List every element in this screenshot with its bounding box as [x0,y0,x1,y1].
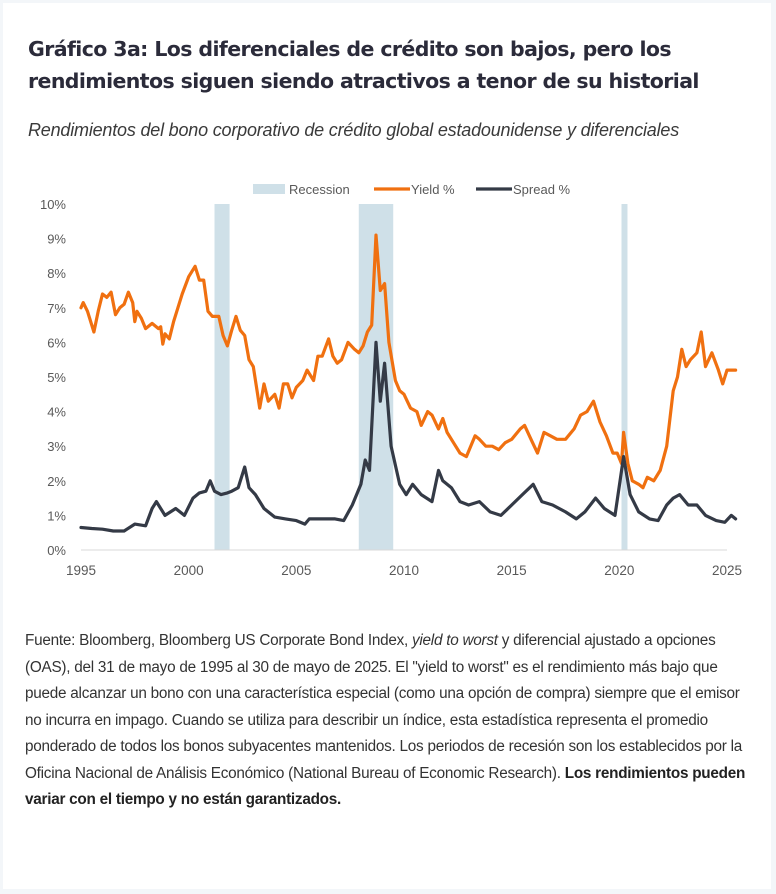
y-tick-label: 8% [47,266,66,281]
x-tick-label: 2020 [604,563,634,578]
x-tick-label: 2010 [389,563,419,578]
yield-line [79,233,738,490]
x-tick-label: 2005 [281,563,311,578]
footnote-italic: yield to worst [412,632,498,649]
legend-label-recession: Recession [289,182,350,197]
y-tick-label: 4% [47,405,66,420]
legend: Recession Yield % Spread % [253,182,571,197]
y-tick-label: 7% [47,301,66,316]
legend-label-yield: Yield % [411,182,455,197]
x-axis-ticks: 1995 2000 2005 2010 2015 2020 2025 [66,563,742,578]
legend-swatch-recession [253,184,285,194]
chart-title: Gráfico 3a: Los diferenciales de crédito… [28,37,699,93]
legend-label-spread: Spread % [513,182,571,197]
y-tick-label: 1% [47,508,66,523]
footnote-text-2: y diferencial ajustado a opciones (OAS),… [25,632,742,782]
x-tick-label: 2025 [712,563,742,578]
y-tick-label: 5% [47,370,66,385]
x-tick-label: 2000 [174,563,204,578]
y-tick-label: 3% [47,439,66,454]
footnote-text-1: Fuente: Bloomberg, Bloomberg US Corporat… [25,632,412,649]
x-tick-label: 2015 [497,563,527,578]
chart-area: 0% 1% 2% 3% 4% 5% 6% 7% 8% 9% 10% 1995 2000 2005 2010… [0,170,776,590]
y-axis-ticks: 0% 1% 2% 3% 4% 5% 6% 7% 8% 9% 10% [40,197,66,558]
chart-subtitle: Rendimientos del bono corporativo de cré… [28,120,680,140]
chart-card: Gráfico 3a: Los diferenciales de crédito… [3,3,771,889]
source-footnote: Fuente: Bloomberg, Bloomberg US Corporat… [25,628,755,814]
x-tick-label: 1995 [66,563,96,578]
line-chart: 0% 1% 2% 3% 4% 5% 6% 7% 8% 9% 10% 1995 2000 2005 2010… [40,182,742,578]
footnote-bold: Los rendimientos pueden variar con el ti… [25,764,746,809]
recession-band-0 [214,204,230,550]
series-lines [79,233,738,533]
spread-line [79,340,738,533]
recession-band-2 [621,204,628,550]
recession-bands [214,204,628,550]
y-tick-label: 9% [47,232,66,247]
y-tick-label: 6% [47,335,66,350]
y-tick-label: 2% [47,474,66,489]
y-tick-label: 0% [47,543,66,558]
y-tick-label: 10% [40,197,66,212]
